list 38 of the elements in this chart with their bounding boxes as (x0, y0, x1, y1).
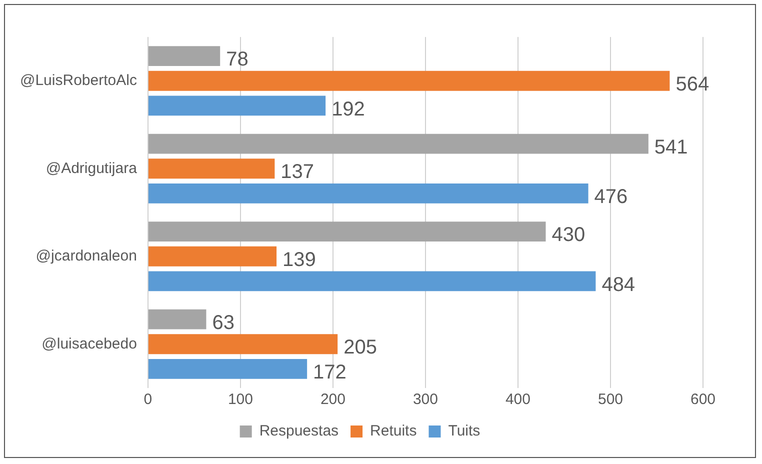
x-tick-label: 300 (412, 391, 438, 408)
bar (148, 184, 588, 204)
legend-label: Respuestas (259, 422, 339, 440)
bar (148, 271, 596, 292)
data-label: 172 (313, 362, 346, 384)
data-label: 484 (602, 274, 636, 296)
data-label: 541 (654, 136, 688, 158)
x-tick-label: 500 (598, 391, 624, 408)
bar (148, 246, 277, 266)
x-tick-label: 100 (228, 391, 253, 408)
data-label: 564 (676, 73, 710, 96)
bar (148, 222, 546, 242)
bar (148, 70, 670, 91)
bar (148, 134, 648, 154)
x-tick-label: 400 (505, 391, 530, 408)
data-label: 430 (552, 224, 586, 246)
bar (148, 96, 326, 116)
bar (148, 46, 220, 66)
bar (148, 158, 275, 179)
data-label: 192 (332, 98, 365, 120)
y-tick-label: @LuisRobertoAlc (20, 72, 138, 90)
bar (148, 309, 206, 330)
data-label: 139 (282, 248, 316, 271)
y-tick-label: @luisacebedo (42, 335, 137, 352)
data-label: 63 (212, 312, 234, 334)
legend-label: Tuits (448, 422, 480, 440)
bar (148, 334, 338, 354)
legend-label: Retuits (370, 422, 417, 440)
bar (148, 359, 308, 379)
data-label: 137 (280, 161, 314, 184)
data-label: 476 (594, 186, 628, 208)
y-tick-label: @jcardonaleon (36, 248, 137, 265)
x-tick-label: 0 (144, 391, 152, 408)
data-label: 78 (226, 48, 248, 71)
x-tick-label: 600 (690, 391, 716, 408)
x-tick-label: 200 (320, 391, 346, 408)
data-label: 205 (344, 336, 377, 359)
y-tick-label: @Adrigutijara (46, 160, 138, 177)
